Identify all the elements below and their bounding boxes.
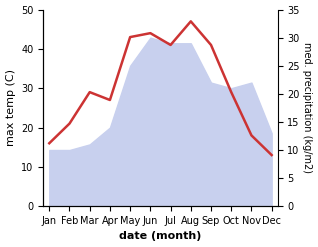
X-axis label: date (month): date (month) (119, 231, 202, 242)
Y-axis label: med. precipitation (kg/m2): med. precipitation (kg/m2) (302, 42, 313, 173)
Y-axis label: max temp (C): max temp (C) (5, 69, 16, 146)
